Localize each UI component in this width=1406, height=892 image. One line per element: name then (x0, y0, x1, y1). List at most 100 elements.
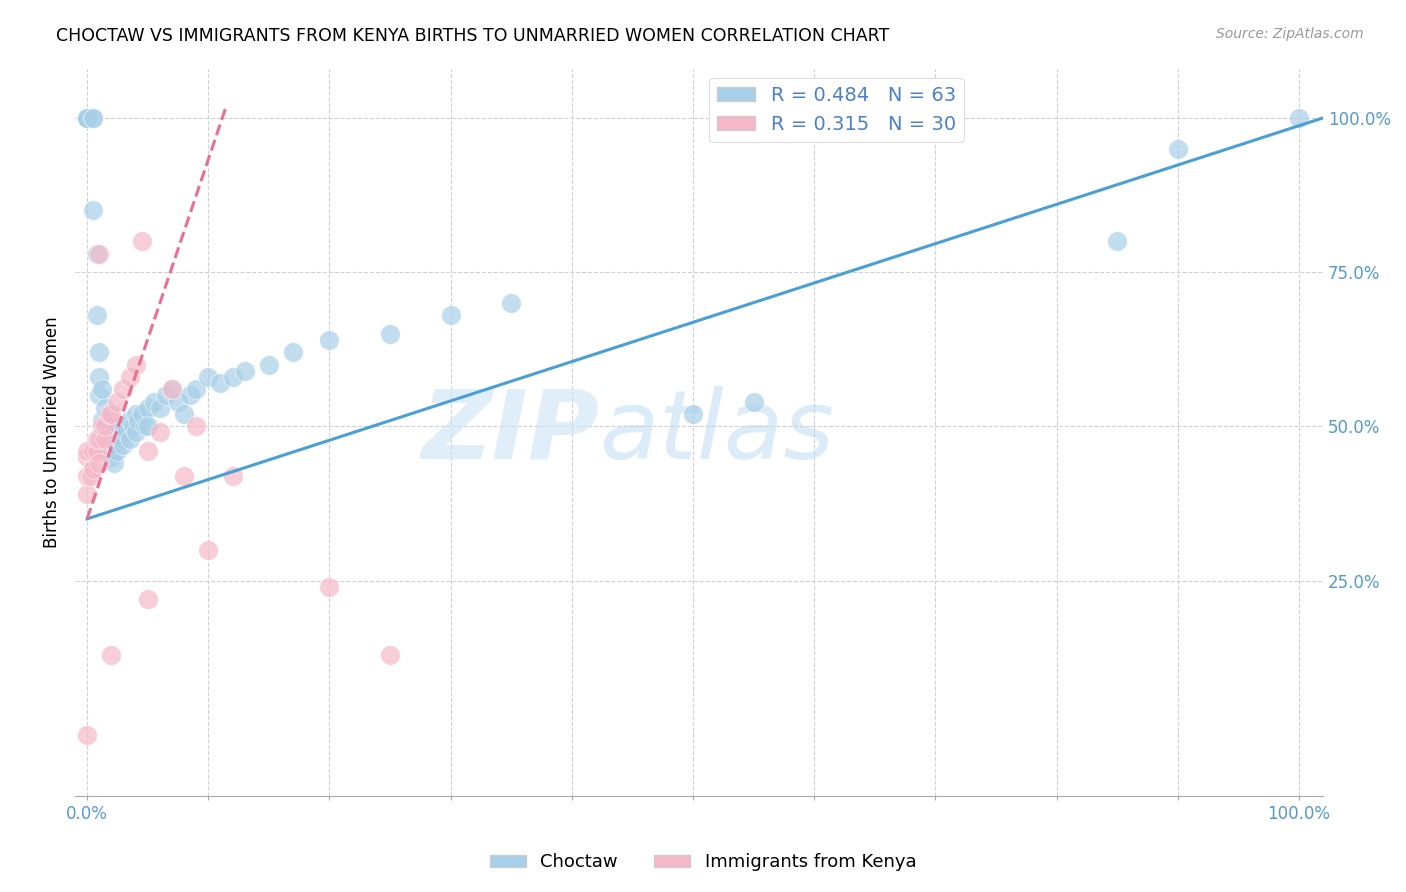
Point (134, 419, 156, 434)
Point (89, 246, 111, 260)
Point (118, 432, 141, 446)
Point (197, 370, 219, 384)
Point (112, 419, 135, 434)
Point (122, 419, 145, 434)
Point (115, 425, 138, 440)
Point (160, 382, 183, 396)
Point (131, 407, 153, 421)
Point (82, 111, 104, 125)
Point (86, 246, 108, 260)
Point (107, 444, 129, 458)
Point (110, 432, 132, 446)
Point (100, 648, 122, 662)
Point (1167, 142, 1189, 156)
Point (155, 388, 177, 402)
Point (173, 468, 195, 483)
Y-axis label: Births to Unmarried Women: Births to Unmarried Women (44, 317, 60, 549)
Point (76, 111, 98, 125)
Point (97, 407, 120, 421)
Point (90, 382, 112, 396)
Point (186, 382, 208, 396)
Point (179, 388, 201, 402)
Point (97, 438, 120, 452)
Point (82, 444, 104, 458)
Point (118, 413, 141, 427)
Point (173, 407, 195, 421)
Point (76, 111, 98, 125)
Point (136, 444, 159, 458)
Point (440, 308, 463, 322)
Point (233, 364, 256, 378)
Point (221, 370, 243, 384)
Point (103, 438, 125, 452)
Point (742, 394, 765, 409)
Point (76, 728, 98, 742)
Text: CHOCTAW VS IMMIGRANTS FROM KENYA BIRTHS TO UNMARRIED WOMEN CORRELATION CHART: CHOCTAW VS IMMIGRANTS FROM KENYA BIRTHS … (56, 27, 890, 45)
Point (76, 450, 98, 465)
Point (97, 419, 120, 434)
Point (76, 468, 98, 483)
Point (89, 432, 111, 446)
Point (86, 432, 108, 446)
Point (136, 401, 159, 415)
Point (94, 419, 117, 434)
Point (124, 425, 146, 440)
Point (76, 111, 98, 125)
Point (281, 345, 304, 359)
Legend: Choctaw, Immigrants from Kenya: Choctaw, Immigrants from Kenya (482, 847, 924, 879)
Point (682, 407, 704, 421)
Point (89, 456, 111, 470)
Point (124, 358, 146, 372)
Point (94, 432, 117, 446)
Point (89, 370, 111, 384)
Point (501, 296, 523, 310)
Point (100, 407, 122, 421)
Point (378, 326, 401, 341)
Point (76, 111, 98, 125)
Legend: R = 0.484   N = 63, R = 0.315   N = 30: R = 0.484 N = 63, R = 0.315 N = 30 (709, 78, 965, 142)
Point (82, 462, 104, 476)
Point (100, 432, 122, 446)
Point (112, 438, 135, 452)
Text: ZIP: ZIP (422, 386, 599, 479)
Point (89, 345, 111, 359)
Point (136, 592, 159, 607)
Point (136, 419, 159, 434)
Point (76, 444, 98, 458)
Point (257, 358, 280, 372)
Point (107, 394, 129, 409)
Point (76, 487, 98, 501)
Point (131, 234, 153, 248)
Point (149, 401, 172, 415)
Point (209, 376, 232, 391)
Point (90, 419, 112, 434)
Point (124, 407, 146, 421)
Point (103, 456, 125, 470)
Point (197, 542, 219, 557)
Point (127, 413, 149, 427)
Point (112, 382, 135, 396)
Point (94, 401, 117, 415)
Point (80, 468, 103, 483)
Point (1107, 234, 1129, 248)
Point (167, 394, 190, 409)
Point (318, 333, 340, 347)
Point (318, 580, 340, 594)
Point (149, 425, 172, 440)
Point (142, 394, 165, 409)
Text: Source: ZipAtlas.com: Source: ZipAtlas.com (1216, 27, 1364, 41)
Point (76, 111, 98, 125)
Point (107, 419, 129, 434)
Point (94, 419, 117, 434)
Point (221, 468, 243, 483)
Text: atlas: atlas (599, 386, 834, 479)
Point (118, 370, 141, 384)
Point (82, 203, 104, 218)
Point (86, 444, 108, 458)
Point (89, 388, 111, 402)
Point (82, 111, 104, 125)
Point (94, 444, 117, 458)
Point (100, 450, 122, 465)
Point (160, 382, 183, 396)
Point (186, 419, 208, 434)
